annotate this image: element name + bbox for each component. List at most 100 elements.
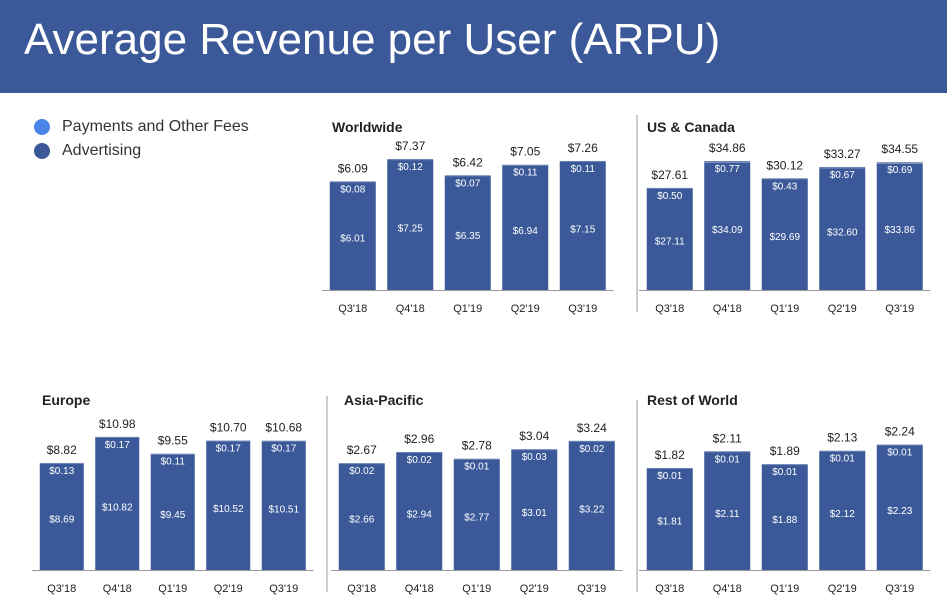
bar-advertising	[876, 445, 923, 570]
total-label: $2.24	[885, 425, 915, 439]
advertising-label: $2.23	[887, 506, 912, 517]
payments-label: $0.69	[887, 165, 912, 176]
payments-label: $0.01	[657, 471, 682, 482]
payments-label: $0.01	[715, 454, 740, 465]
advertising-label: $29.69	[769, 232, 800, 243]
total-label: $6.09	[338, 161, 368, 175]
payments-label: $0.17	[216, 444, 241, 455]
x-tick-label: Q1'19	[770, 303, 799, 315]
bar-payments	[568, 440, 615, 443]
advertising-label: $9.45	[160, 510, 185, 521]
total-label: $1.89	[770, 444, 800, 458]
total-label: $34.55	[881, 142, 918, 156]
bar-payments	[876, 162, 923, 164]
payments-label: $0.67	[830, 170, 855, 181]
bar-payments	[761, 178, 808, 180]
x-tick-label: Q3'19	[885, 583, 914, 595]
legend-swatch-advertising	[34, 143, 50, 159]
bar-payments	[150, 453, 195, 456]
payments-label: $0.11	[161, 457, 186, 468]
title-bar: Average Revenue per User (ARPU)	[0, 0, 947, 93]
bar-payments	[704, 451, 751, 453]
total-label: $30.12	[766, 158, 803, 172]
total-label: $1.82	[655, 448, 685, 462]
x-tick-label: Q1'19	[462, 583, 491, 595]
legend-item-advertising: Advertising	[34, 141, 294, 165]
bar-payments	[819, 450, 866, 453]
payments-label: $0.08	[340, 184, 365, 195]
advertising-label: $10.51	[268, 504, 299, 515]
total-label: $34.86	[709, 141, 746, 155]
total-label: $10.68	[265, 421, 302, 435]
x-tick-label: Q2'19	[828, 303, 857, 315]
bar-payments	[559, 160, 606, 163]
bar-payments	[39, 462, 84, 465]
x-tick-label: Q4'18	[405, 583, 434, 595]
payments-label: $0.01	[887, 448, 912, 459]
total-label: $2.67	[347, 443, 377, 457]
total-label: $33.27	[824, 147, 861, 161]
advertising-label: $6.35	[455, 231, 480, 242]
payments-label: $0.03	[522, 452, 547, 463]
x-tick-label: Q1'19	[158, 583, 187, 595]
advertising-label: $10.82	[102, 503, 133, 514]
x-tick-label: Q3'19	[269, 583, 298, 595]
x-tick-label: Q2'19	[511, 303, 540, 315]
bar-advertising	[206, 441, 251, 570]
total-label: $2.78	[462, 439, 492, 453]
total-label: $7.26	[568, 141, 598, 155]
chart-title: US & Canada	[647, 119, 735, 135]
advertising-label: $2.11	[715, 509, 740, 520]
bar-payments	[338, 463, 385, 465]
legend-item-payments: Payments and Other Fees	[34, 117, 294, 141]
payments-label: $0.02	[349, 466, 374, 477]
bar-payments	[704, 161, 751, 163]
total-label: $8.82	[47, 443, 77, 457]
advertising-label: $1.88	[772, 515, 797, 526]
bar-advertising	[95, 437, 140, 570]
bar-advertising	[338, 464, 385, 570]
advertising-label: $8.69	[49, 514, 74, 525]
total-label: $7.05	[510, 145, 540, 159]
x-tick-label: Q2'19	[520, 583, 549, 595]
payments-label: $0.13	[49, 466, 74, 477]
bar-advertising	[559, 161, 606, 290]
total-label: $2.96	[404, 432, 434, 446]
legend-swatch-payments	[34, 119, 50, 135]
total-label: $2.13	[827, 431, 857, 445]
payments-label: $0.02	[579, 444, 604, 455]
bar-advertising	[396, 452, 443, 570]
payments-label: $0.01	[772, 467, 797, 478]
legend: Payments and Other Fees Advertising	[34, 117, 294, 165]
bar-payments	[206, 440, 251, 443]
bar-advertising	[453, 459, 500, 570]
total-label: $10.98	[99, 417, 136, 431]
bar-payments	[261, 440, 306, 443]
bar-advertising	[150, 454, 195, 570]
payments-label: $0.17	[271, 444, 296, 455]
payments-label: $0.01	[464, 462, 489, 473]
total-label: $10.70	[210, 421, 247, 435]
bar-payments	[444, 175, 491, 177]
advertising-label: $2.77	[464, 512, 489, 523]
payments-label: $0.01	[830, 454, 855, 465]
payments-label: $0.50	[657, 191, 682, 202]
advertising-label: $2.66	[349, 514, 374, 525]
advertising-label: $1.81	[657, 517, 682, 528]
total-label: $3.04	[519, 429, 549, 443]
x-tick-label: Q4'18	[713, 303, 742, 315]
payments-label: $0.12	[398, 162, 423, 173]
bar-advertising	[261, 441, 306, 570]
x-tick-label: Q4'18	[396, 303, 425, 315]
payments-label: $0.17	[105, 440, 130, 451]
total-label: $9.55	[158, 434, 188, 448]
bar-advertising	[511, 450, 558, 570]
bar-payments	[511, 449, 558, 451]
payments-label: $0.77	[715, 164, 740, 175]
bar-payments	[761, 464, 808, 466]
total-label: $6.42	[453, 155, 483, 169]
x-tick-label: Q4'18	[103, 583, 132, 595]
bar-advertising	[876, 163, 923, 290]
bar-advertising	[819, 168, 866, 290]
